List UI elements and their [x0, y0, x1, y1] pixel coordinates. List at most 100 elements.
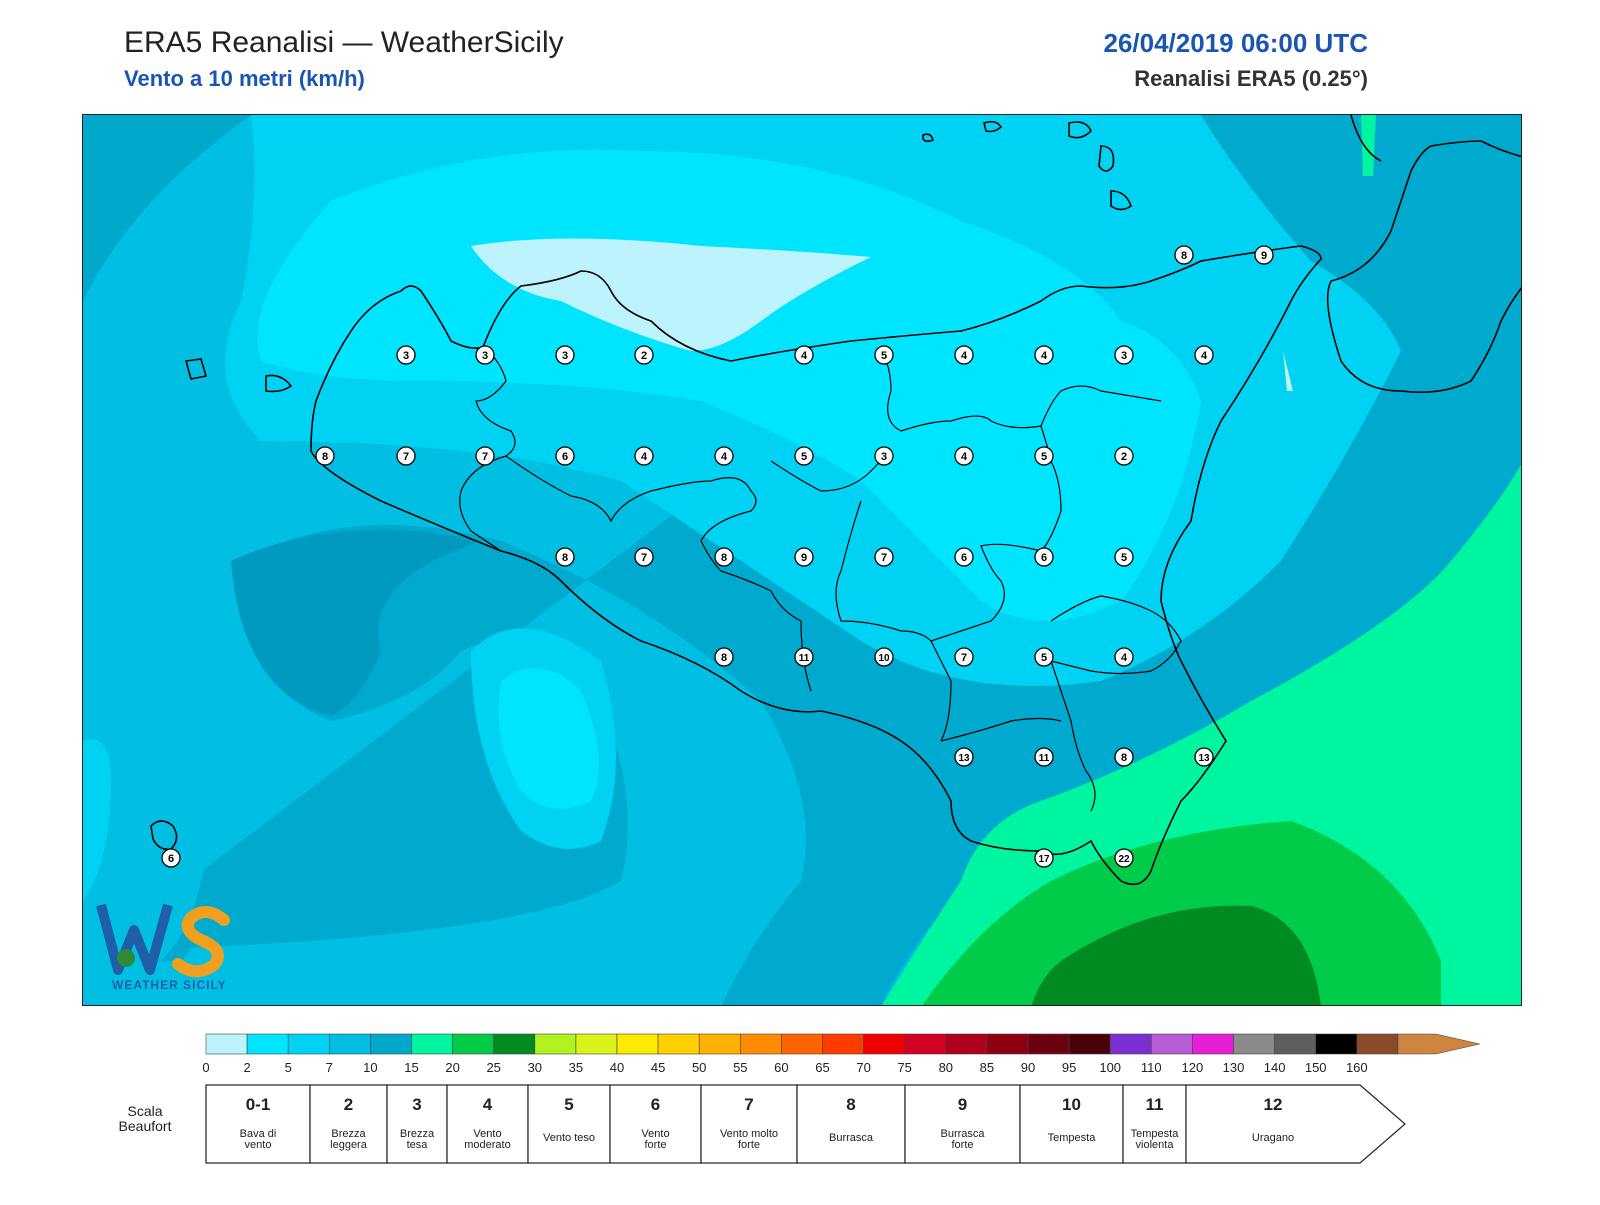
wind-marker-circle [1194, 747, 1214, 767]
beaufort-number: 9 [958, 1095, 967, 1114]
beaufort-cell: 11 Tempesta violenta [1122, 1084, 1187, 1164]
beaufort-desc: Burrasca forte [940, 1128, 985, 1151]
colorbar-tick-label: 55 [733, 1060, 747, 1075]
wind-marker-circle [475, 345, 495, 365]
beaufort-cell-box [446, 1084, 529, 1164]
colorbar-segment [1274, 1033, 1316, 1055]
wind-marker-value: 4 [961, 451, 968, 463]
wind-marker-value: 4 [721, 451, 728, 463]
beaufort-desc: Brezza tesa [400, 1128, 435, 1151]
ws-logo-svg [96, 903, 230, 978]
wind-marker-circle [794, 547, 814, 567]
wind-marker: 11 [794, 647, 814, 667]
legend-svg: 0 2 5 7 10 15 20 25 30 35 40 45 50 55 60 65 70 75 80 85 90 95… [119, 1033, 1480, 1164]
wind-marker-circle [396, 345, 416, 365]
field-0-2 [471, 238, 871, 351]
wind-marker: 10 [874, 647, 894, 667]
beaufort-cell: 12 Uragano [1185, 1084, 1406, 1164]
wind-marker-circle [475, 446, 495, 466]
field-5-7-sw [83, 739, 111, 901]
colorbar-segment [616, 1033, 659, 1055]
wind-marker-value: 11 [1039, 753, 1050, 764]
beaufort-number: 3 [412, 1095, 421, 1114]
beaufort-cell-box [904, 1084, 1021, 1164]
colorbar-segment [698, 1033, 741, 1055]
colorbar-segment [1109, 1033, 1152, 1055]
wind-marker-circle [1114, 747, 1134, 767]
colorbar-tick-label: 20 [445, 1060, 459, 1075]
wind-marker: 4 [794, 345, 814, 365]
wind-marker-value: 8 [1121, 752, 1127, 764]
colorbar-tick-label: 110 [1141, 1060, 1162, 1075]
beaufort-desc-line: Burrasca [829, 1132, 874, 1144]
colorbar-segment [863, 1033, 905, 1055]
forecast-datetime: 26/04/2019 06:00 UTC [1103, 28, 1368, 58]
legend: 0 2 5 7 10 15 20 25 30 35 40 45 50 55 60 65 70 75 80 85 90 95… [0, 1030, 1600, 1200]
beaufort-cell-box [309, 1084, 388, 1164]
colorbar-tick-label: 25 [486, 1060, 500, 1075]
wind-marker: 5 [874, 345, 894, 365]
colorbar-segment [1192, 1033, 1234, 1055]
colorbar-tick-label: 5 [285, 1060, 292, 1075]
wind-marker-value: 9 [1261, 250, 1267, 262]
beaufort-desc-line: Uragano [1252, 1132, 1294, 1144]
beaufort-number: 5 [564, 1095, 573, 1114]
colorbar-tick-label: 160 [1346, 1060, 1368, 1075]
wind-marker-value: 6 [168, 853, 174, 865]
wind-marker: 11 [1034, 747, 1054, 767]
beaufort-cell-box [609, 1084, 702, 1164]
wind-marker-value: 3 [482, 350, 488, 362]
colorbar-tick-label: 140 [1264, 1060, 1286, 1075]
wind-marker-value: 5 [1121, 552, 1127, 564]
colorbar-segment [904, 1033, 947, 1055]
wind-marker: 8 [714, 647, 734, 667]
colorbar-segment [1356, 1033, 1399, 1055]
colorbar-segment [452, 1033, 495, 1055]
wind-marker: 4 [714, 446, 734, 466]
beaufort-desc-line: Vento teso [543, 1132, 595, 1144]
wind-marker: 8 [315, 446, 335, 466]
wind-marker-circle [1034, 747, 1054, 767]
colorbar-tick-label: 130 [1223, 1060, 1245, 1075]
wind-marker: 9 [794, 547, 814, 567]
colorbar-segment [657, 1033, 700, 1055]
wind-marker-circle [555, 547, 575, 567]
beaufort-desc: Brezza leggera [330, 1128, 368, 1151]
wind-marker: 6 [161, 848, 181, 868]
beaufort-desc-line: Burrasca [940, 1128, 985, 1140]
wind-marker: 8 [714, 547, 734, 567]
colorbar-tick-label: 65 [815, 1060, 829, 1075]
beaufort-number: 12 [1264, 1095, 1283, 1114]
beaufort-label-line: Scala [127, 1103, 162, 1119]
beaufort-cell: 2 Brezza leggera [309, 1084, 388, 1164]
wind-marker: 5 [794, 446, 814, 466]
wind-marker: 4 [954, 446, 974, 466]
beaufort-desc: Tempesta violenta [1131, 1128, 1180, 1151]
wind-marker-value: 10 [878, 653, 890, 664]
wind-marker-circle [794, 345, 814, 365]
wind-marker-value: 17 [1038, 854, 1050, 865]
beaufort-desc: Vento molto forte [720, 1128, 778, 1151]
colorbar-tick-label: 0 [202, 1060, 209, 1075]
field-7-10-sw [83, 681, 209, 961]
favignana [265, 374, 293, 393]
wind-marker: 5 [1034, 446, 1054, 466]
wind-marker: 7 [634, 547, 654, 567]
alicudi [922, 133, 934, 143]
colorbar-segment [575, 1033, 618, 1055]
field-15-20-north [1361, 115, 1376, 176]
beaufort-number: 4 [483, 1095, 493, 1114]
beaufort-number: 11 [1146, 1095, 1164, 1114]
wind-marker: 17 [1034, 848, 1054, 868]
colorbar-segment [205, 1033, 248, 1055]
wind-marker: 4 [634, 446, 654, 466]
wind-marker-circle [1114, 345, 1134, 365]
wind-marker-value: 4 [641, 451, 648, 463]
sicily-outline [310, 245, 1322, 886]
colorbar-tick-label: 15 [404, 1060, 418, 1075]
wind-marker: 7 [475, 446, 495, 466]
wind-marker-value: 3 [562, 350, 568, 362]
beaufort-desc-line: Bava di [240, 1128, 277, 1140]
beaufort-cell: 3 Brezza tesa [386, 1084, 448, 1164]
colorbar-tick-label: 80 [939, 1060, 953, 1075]
